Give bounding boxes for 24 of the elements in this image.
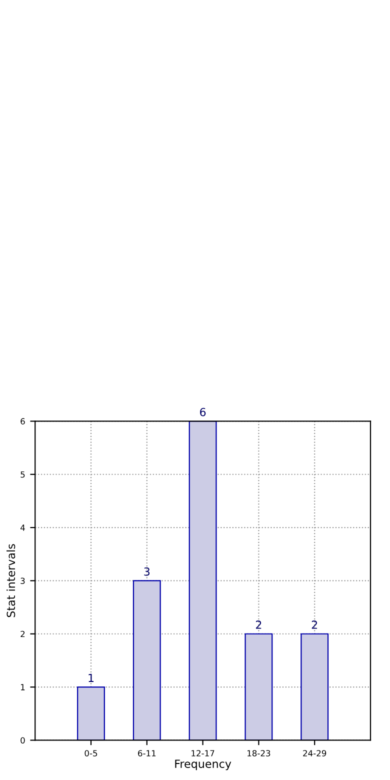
y-tick-label: 3 — [20, 578, 25, 584]
bar — [77, 686, 105, 740]
bar — [188, 421, 217, 740]
y-tick-label: 2 — [20, 630, 25, 638]
x-tick-label: 12-17 — [192, 750, 214, 756]
data-label: 6 — [200, 408, 206, 416]
data-label: 3 — [144, 567, 150, 576]
y-tick-label: 4 — [20, 524, 25, 531]
x-tick-label: 24-29 — [303, 750, 326, 756]
y-tick-label: 6 — [20, 418, 25, 424]
data-label: 2 — [256, 620, 262, 629]
data-label: 2 — [312, 620, 318, 629]
y-axis-title: Stat intervals — [6, 544, 16, 618]
bar — [300, 633, 329, 740]
y-tick-label: 1 — [20, 684, 25, 690]
y-tick-label: 5 — [20, 471, 25, 478]
x-tick-label: 0-5 — [84, 750, 98, 756]
x-tick-label: 18-23 — [248, 750, 270, 756]
x-tick-label: 6-11 — [138, 750, 156, 756]
bar — [244, 633, 273, 740]
bar — [132, 580, 161, 740]
y-tick-label: 0 — [20, 737, 25, 744]
x-axis-title: Frequency — [175, 760, 232, 770]
data-label: 1 — [88, 674, 94, 682]
